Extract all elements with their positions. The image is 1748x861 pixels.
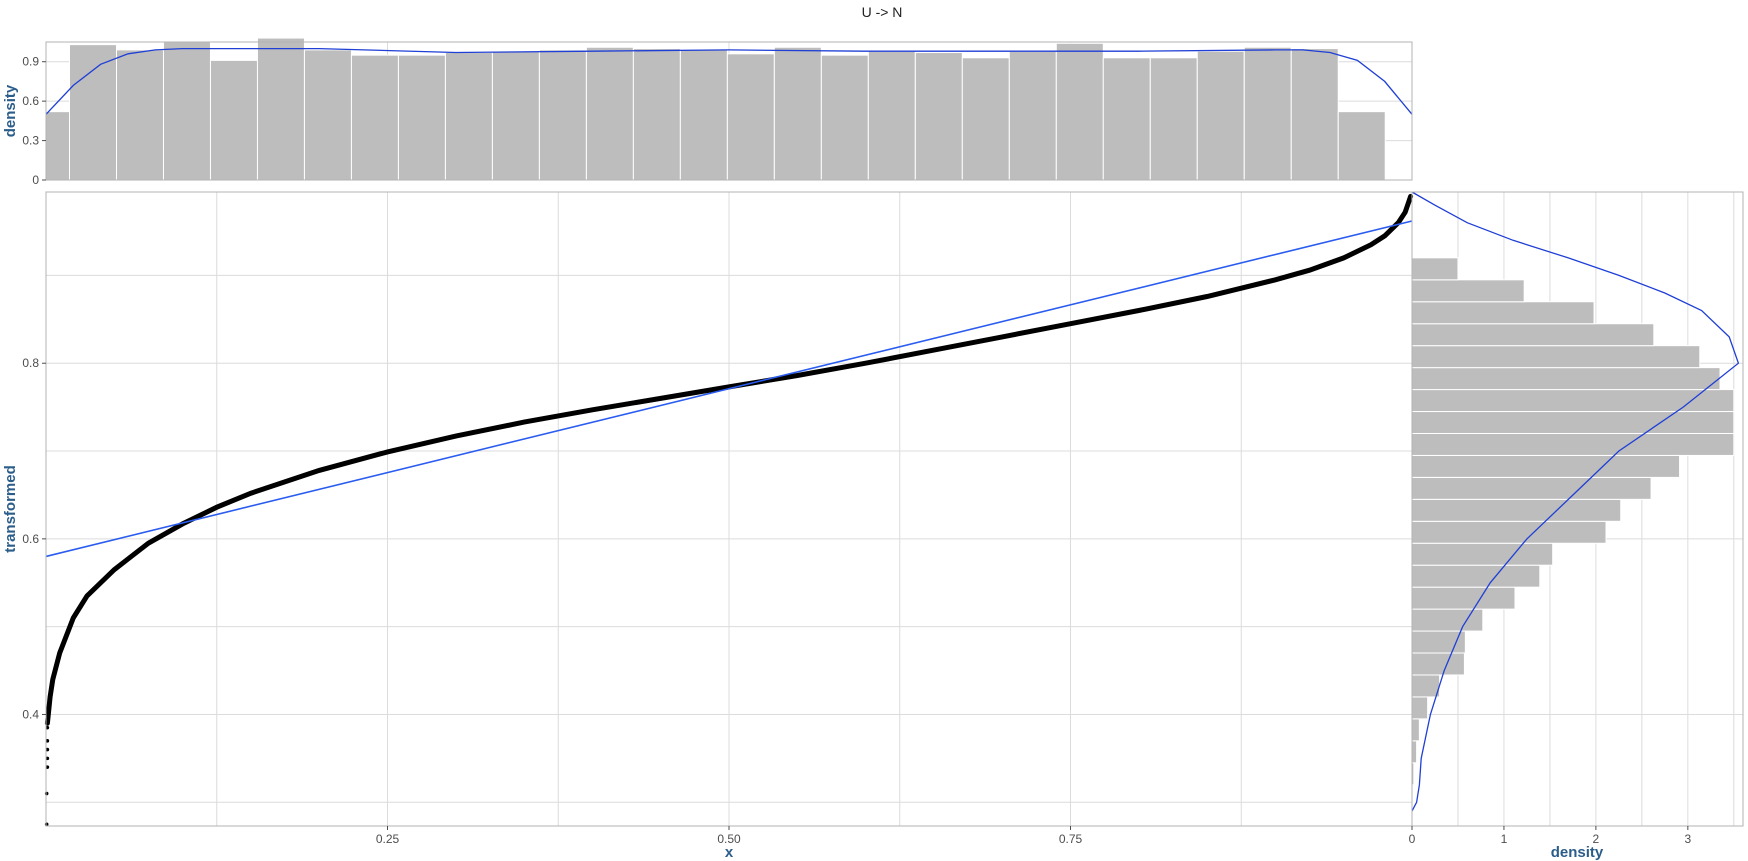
top-histogram-bar <box>1102 57 1151 181</box>
right-histogram-bar <box>1411 389 1735 413</box>
top-histogram-bar <box>1337 111 1386 181</box>
top-histogram-bar <box>256 37 305 181</box>
fit-line <box>45 220 1413 558</box>
top-histogram-bar <box>1055 42 1104 181</box>
right-histogram-bar <box>1411 454 1681 478</box>
top-histogram-bar <box>867 50 916 181</box>
top-histogram-bar <box>585 46 634 181</box>
top-histogram-bar <box>115 49 164 181</box>
main-x-tick-label: 0.50 <box>717 832 741 846</box>
top-y-tick-label: 0.6 <box>22 94 39 108</box>
top-histogram-bar <box>45 111 70 181</box>
top-y-tick-label: 0.9 <box>22 55 39 69</box>
right-histogram-bar <box>1411 432 1735 456</box>
top-y-tick-label: 0 <box>32 173 39 187</box>
right-histogram-bar <box>1411 345 1701 369</box>
top-histogram-bar <box>1149 57 1198 181</box>
right-histogram-bar <box>1411 674 1441 698</box>
right-histogram-bar <box>1411 630 1466 654</box>
right-histogram-bar <box>1411 257 1459 281</box>
main-x-tick-label: 0.75 <box>1059 832 1083 846</box>
main-x-axis-title: x <box>725 844 734 861</box>
main-y-axis-title: transformed <box>2 465 19 553</box>
top-histogram-bar <box>350 54 399 181</box>
top-histogram-bar <box>820 54 869 181</box>
top-histogram-bar <box>1196 50 1245 181</box>
right-x-tick-label: 1 <box>1501 832 1508 846</box>
right-histogram-bar <box>1411 520 1607 544</box>
top-histogram-bar <box>1290 48 1339 181</box>
top-histogram-bar <box>1243 46 1292 181</box>
right-x-tick-label: 0 <box>1409 832 1416 846</box>
right-histogram-bar <box>1411 564 1541 588</box>
top-density-line <box>45 47 1413 115</box>
main-scatter-panel: 0.25 0.50 0.75 0.4 0.6 0.8 x transformed <box>2 191 1414 861</box>
top-histogram-bar <box>961 57 1010 181</box>
top-histogram-bar <box>632 48 681 181</box>
main-y-tick-label: 0.8 <box>22 356 39 370</box>
right-histogram-bar <box>1411 718 1420 742</box>
top-histogram-bar <box>491 50 540 181</box>
data-point <box>44 791 49 796</box>
top-histogram-panel: 0 0.3 0.6 0.9 density <box>2 37 1413 187</box>
chart-title: U -> N <box>862 4 903 20</box>
right-histogram-bar <box>1411 696 1429 720</box>
right-x-tick-label: 2 <box>1593 832 1600 846</box>
top-histogram-bar <box>68 44 117 181</box>
right-histogram-bar <box>1411 498 1622 522</box>
top-histogram-bar <box>303 49 352 181</box>
right-histogram-bar <box>1411 367 1721 391</box>
right-histogram-bar <box>1411 542 1554 566</box>
right-density-line <box>1411 191 1740 812</box>
main-y-tick-label: 0.6 <box>22 532 39 546</box>
top-histogram-bar <box>444 52 493 181</box>
right-histogram-bar <box>1411 652 1465 676</box>
right-histogram-bar <box>1411 323 1655 347</box>
right-x-tick-label: 3 <box>1684 832 1691 846</box>
top-histogram-bar <box>162 41 211 181</box>
main-x-tick-label: 0.25 <box>376 832 400 846</box>
right-histogram-bar <box>1411 279 1525 303</box>
top-histogram-bar <box>397 54 446 181</box>
right-histogram-panel: 0 1 2 3 density <box>1409 191 1744 861</box>
top-y-axis-title: density <box>2 84 19 137</box>
top-histogram-bar <box>1008 50 1057 181</box>
right-histogram-bar <box>1411 476 1652 500</box>
right-x-axis-title: density <box>1551 844 1604 861</box>
top-histogram-bar <box>773 46 822 181</box>
top-histogram-bar <box>679 49 728 181</box>
right-histogram-bar <box>1411 740 1418 764</box>
right-histogram-bar <box>1411 301 1595 325</box>
right-histogram-bar <box>1411 586 1516 610</box>
main-y-tick-label: 0.4 <box>22 707 39 721</box>
top-y-tick-label: 0.3 <box>22 134 39 148</box>
right-histogram-bar <box>1411 411 1735 434</box>
top-histogram-bar <box>726 53 775 181</box>
top-histogram-bar <box>914 52 963 181</box>
top-histogram-bar <box>209 59 258 181</box>
data-points-curve <box>44 193 1414 726</box>
top-histogram-bar <box>538 49 587 181</box>
